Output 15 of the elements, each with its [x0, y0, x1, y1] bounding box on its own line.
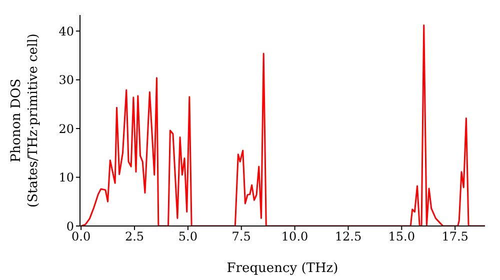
x-tick-label: 15.0 [388, 230, 416, 244]
x-axis-title: Frequency (THz) [226, 261, 338, 276]
x-tick-label: 2.5 [124, 230, 144, 244]
y-tick-label: 40 [58, 24, 74, 38]
x-tick-label: 5.0 [178, 230, 198, 244]
x-tick-label: 10.0 [281, 230, 308, 244]
x-tick-label: 0.0 [72, 230, 91, 244]
x-tick-label: 7.5 [232, 230, 251, 244]
x-tick-label: 17.5 [442, 230, 468, 244]
y-tick-label: 30 [58, 73, 74, 88]
y-tick-label: 20 [58, 122, 74, 136]
x-tick-label: 12.5 [334, 230, 362, 244]
y-axis-title: Phonon DOS (States/THz·primitive cell) [9, 33, 41, 208]
y-tick-label: 10 [58, 170, 74, 185]
y-tick-label: 0 [66, 219, 74, 234]
